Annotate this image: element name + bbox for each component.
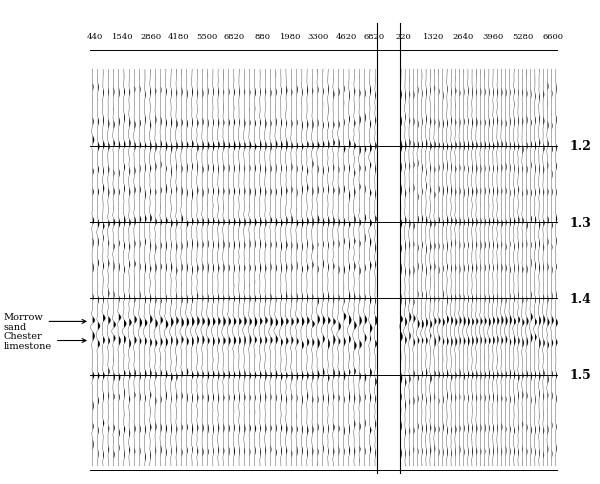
- Text: 440: 440: [86, 33, 103, 41]
- Text: 6820: 6820: [224, 33, 245, 41]
- Text: Chester
limestone: Chester limestone: [4, 331, 86, 350]
- Text: 4180: 4180: [168, 33, 189, 41]
- Text: 5500: 5500: [196, 33, 217, 41]
- Text: 4620: 4620: [335, 33, 357, 41]
- Text: 1.4: 1.4: [569, 292, 592, 305]
- Text: 1980: 1980: [280, 33, 301, 41]
- Text: 6820: 6820: [364, 33, 385, 41]
- Text: 3300: 3300: [308, 33, 329, 41]
- Text: 5280: 5280: [513, 33, 534, 41]
- Text: 6600: 6600: [543, 33, 564, 41]
- Text: 3960: 3960: [483, 33, 504, 41]
- Text: 220: 220: [395, 33, 412, 41]
- Text: 1.5: 1.5: [569, 369, 592, 381]
- Text: 2860: 2860: [140, 33, 161, 41]
- Text: 880: 880: [254, 33, 271, 41]
- Text: 1.3: 1.3: [569, 216, 592, 229]
- Text: Morrow
sand: Morrow sand: [4, 312, 86, 332]
- Text: 2640: 2640: [453, 33, 474, 41]
- Text: 1540: 1540: [112, 33, 133, 41]
- Text: 1320: 1320: [423, 33, 444, 41]
- Text: 1.2: 1.2: [569, 140, 592, 153]
